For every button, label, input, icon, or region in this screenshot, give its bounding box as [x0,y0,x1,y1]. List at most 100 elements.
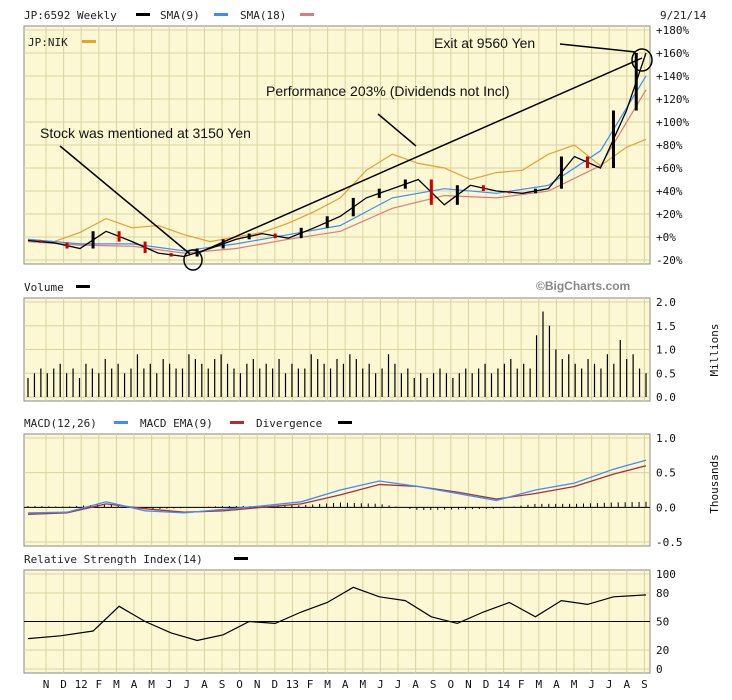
price-candle [507,191,511,194]
exit-annotation: Exit at 9560 Yen [434,35,535,51]
y-tick-label: 1.5 [656,320,676,333]
x-tick-label: S [641,678,648,691]
nik-line [27,138,647,243]
volume-bars [27,311,647,397]
price-line [27,52,647,258]
macd-panel [23,433,651,547]
x-tick-label: S [219,678,226,691]
x-tick-label: J [588,678,595,691]
rsi-series [24,586,650,642]
divergence-label: Divergence [256,417,322,430]
y-tick-label: 1.0 [656,432,676,445]
x-tick-label: J [183,678,190,691]
x-tick-label: F [307,678,314,691]
x-tick-label: N [465,678,472,691]
exit-circle [631,48,653,72]
x-tick-label: J [395,678,402,691]
price-y-axis: +180% +160% +140% +120% +100% +80% +60% +40% +20… [656,24,689,267]
price-candle [351,197,355,217]
volume-title: Volume [24,281,64,294]
performance-pointer-line [377,113,417,147]
macd-ema-line [27,465,647,515]
x-tick-label: D [271,678,278,691]
macd-title: MACD(12,26) [24,417,97,430]
price-candle [585,156,589,168]
volume-legend-swatch [76,285,90,288]
price-candle [481,185,485,191]
rsi-title: Relative Strength Index(14) [24,553,203,566]
y-tick-label: +180% [656,24,689,37]
price-candle [559,156,563,189]
y-tick-label: 100 [656,568,676,581]
price-candle [533,188,537,194]
macd-ema-legend-swatch [230,421,244,424]
x-tick-label: J [606,678,613,691]
y-tick-label: 50 [656,616,669,629]
price-candle [429,179,433,205]
y-tick-label: +60% [656,162,683,175]
x-tick-label: N [254,678,261,691]
x-tick-label: A [553,678,560,691]
performance-trend-line [195,57,643,255]
nik-legend-swatch [82,40,96,43]
price-candle [169,253,173,257]
sma9-label: SMA(9) [160,9,200,22]
y-tick-label: +140% [656,70,689,83]
volume-unit-label: Millions [708,324,721,377]
macd-line [27,459,647,514]
y-tick-label: 2.0 [656,296,676,309]
price-candle [273,233,277,239]
y-tick-label: 1.0 [656,344,676,357]
price-candle [299,227,303,239]
price-candle [221,239,225,249]
y-tick-label: +80% [656,139,683,152]
y-tick-label: +120% [656,93,689,106]
price-candle [65,242,69,249]
x-tick-label: A [342,678,349,691]
price-candle [403,179,407,189]
chart-date: 9/21/14 [660,9,707,22]
macd-legend-swatch [114,421,128,424]
sma9-line [27,75,647,252]
macd-ema-label: MACD EMA(9) [140,417,213,430]
price-candle [117,231,121,242]
x-tick-label: 14 [497,678,511,691]
x-tick-label: J [377,678,384,691]
x-tick-label: 13 [286,678,299,691]
x-tick-label: M [571,678,578,691]
price-candle [247,233,251,240]
macd-series [24,459,650,515]
y-tick-label: 0.5 [656,367,676,380]
macd-unit-label: Thousands [708,454,721,514]
y-tick-label: 0.5 [656,467,676,480]
price-candle [377,188,381,198]
x-tick-label: N [43,678,50,691]
y-tick-label: 20 [656,644,669,657]
x-tick-label: M [113,678,120,691]
rsi-line [27,586,647,642]
exit-pointer-line [559,43,637,53]
x-tick-label: F [95,678,102,691]
y-tick-label: 0.0 [656,391,676,404]
price-candle [143,241,147,254]
divergence-legend-swatch [338,421,352,424]
x-tick-label: A [131,678,138,691]
price-candle [611,110,615,168]
sma18-label: SMA(18) [240,9,286,22]
symbol-label: JP:6592 Weekly [24,9,117,22]
x-tick-label: M [148,678,155,691]
x-tick-label: M [359,678,366,691]
x-tick-label: A [412,678,419,691]
y-tick-label: +100% [656,116,689,129]
y-tick-label: 80 [656,587,669,600]
x-tick-label: A [623,678,630,691]
x-tick-label: O [236,678,243,691]
x-tick-label: F [518,678,525,691]
price-candle [39,240,43,243]
macd-y-axis: 1.0 0.5 0.0 -0.5 [656,432,683,549]
price-candle [91,231,95,249]
x-tick-label: M [535,678,542,691]
y-tick-label: +40% [656,185,683,198]
price-candle [634,53,638,111]
